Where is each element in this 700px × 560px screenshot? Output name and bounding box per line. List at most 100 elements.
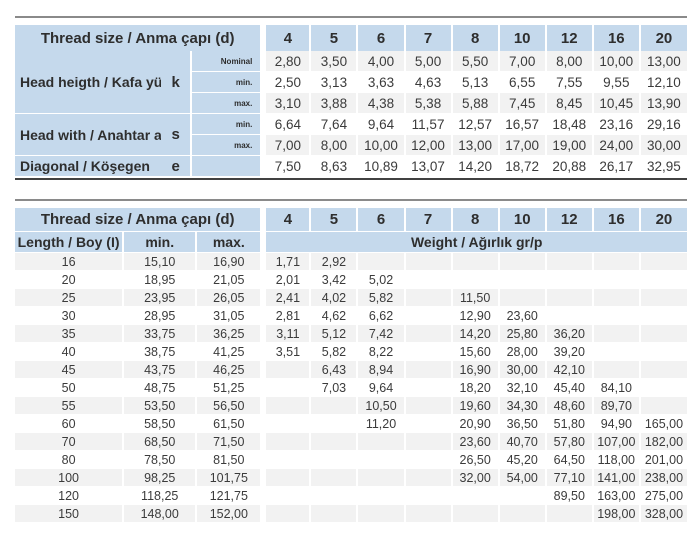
length-value: 100 [15,468,124,487]
thread-size-col-10: 10 [497,208,546,232]
dimension-value: 20,88 [544,155,593,177]
dimension-value: 10,00 [356,134,405,156]
dimension-value: 5,13 [450,71,499,93]
length-value: 55 [15,396,124,415]
thread-size-col-6: 6 [356,208,405,232]
dimension-value: 14,20 [450,155,499,177]
weight-value: 198,00 [591,504,640,523]
weight-value: 182,00 [638,432,687,451]
dimension-row: Diagonal / Köşegen e 7,50 8,63 10,89 13,07 14,… [15,155,687,177]
weight-value [591,360,640,379]
dimension-value: 7,45 [497,92,546,114]
length-row: 55 53,50 56,50 10,50 19,60 34,30 48,60 89,70 [15,396,687,415]
length-row: 45 43,75 46,25 6,43 8,94 16,90 30,00 42,10 [15,360,687,379]
weight-value: 39,20 [544,342,593,361]
weight-value [403,396,452,415]
weight-value: 328,00 [638,504,687,523]
weight-value [403,360,452,379]
weight-value: 48,60 [544,396,593,415]
length-max-value: 71,50 [195,432,264,451]
weight-value: 89,50 [544,486,593,505]
weight-value: 11,20 [356,414,405,433]
weight-value [309,504,358,523]
weight-value [260,468,311,487]
weight-value: 5,12 [309,324,358,343]
weight-value [403,414,452,433]
weight-value [403,342,452,361]
weight-value [260,432,311,451]
weight-value: 54,00 [497,468,546,487]
weight-value: 11,50 [450,288,499,307]
table1-thread-size-header: Thread size / Anma çapı (d) [15,25,264,51]
weight-value: 141,00 [591,468,640,487]
length-max-value: 31,05 [195,306,264,325]
weight-value: 84,10 [591,378,640,397]
length-row: 35 33,75 36,25 3,11 5,12 7,42 14,20 25,80 36,20 [15,324,687,343]
thread-size-col-10: 10 [497,25,546,51]
thread-size-col-7: 7 [403,208,452,232]
dimension-sublabel: min. [190,113,264,135]
length-value: 80 [15,450,124,469]
dimension-row: min. 2,50 3,13 3,63 4,63 5,13 6,55 7,55 9,55 12,1… [15,71,687,93]
weight-value: 1,71 [260,252,311,271]
thread-size-col-5: 5 [309,208,358,232]
weight-value: 2,81 [260,306,311,325]
weight-value [638,378,687,397]
weight-value: 2,92 [309,252,358,271]
dimension-value: 8,63 [309,155,358,177]
weight-value: 30,00 [497,360,546,379]
length-min-value: 15,10 [122,252,197,271]
weight-value [260,378,311,397]
weight-value [544,504,593,523]
weight-value: 107,00 [591,432,640,451]
weight-value: 8,94 [356,360,405,379]
dimension-value: 12,10 [638,71,687,93]
weight-value: 32,00 [450,468,499,487]
length-max-value: 16,90 [195,252,264,271]
dimension-value: 8,00 [544,51,593,72]
weight-value [638,252,687,271]
table2-header-row: Thread size / Anma çapı (d) 4 5 6 7 8 10 12 16 2… [15,208,687,232]
dimension-value: 10,00 [591,51,640,72]
dimension-symbol: e [161,155,192,177]
dimension-value: 32,95 [638,155,687,177]
weight-value [356,504,405,523]
weight-value [544,306,593,325]
thread-size-col-5: 5 [309,25,358,51]
length-weight-section: Thread size / Anma çapı (d) 4 5 6 7 8 10 12 16 2… [15,199,687,523]
weight-value: 2,41 [260,288,311,307]
thread-size-col-12: 12 [544,208,593,232]
dimension-row: Head with / Anahtar ağzısmin.6,647,649,6… [15,113,687,156]
weight-value [309,432,358,451]
weight-value [403,468,452,487]
weight-value [309,468,358,487]
length-min-value: 38,75 [122,342,197,361]
dimension-sublabel: min. [190,71,264,93]
length-min-value: 43,75 [122,360,197,379]
length-value: 70 [15,432,124,451]
thread-size-col-8: 8 [450,208,499,232]
weight-value: 36,50 [497,414,546,433]
weight-value [450,504,499,523]
length-min-value: 28,95 [122,306,197,325]
weight-value [638,324,687,343]
weight-value: 36,20 [544,324,593,343]
weight-value [260,360,311,379]
thread-size-col-8: 8 [450,25,499,51]
dimension-value: 2,50 [260,71,311,93]
dimension-value: 19,00 [544,134,593,156]
weight-value: 3,51 [260,342,311,361]
dimension-value: 3,13 [309,71,358,93]
weight-value: 3,11 [260,324,311,343]
weight-value [403,486,452,505]
dimension-value: 23,16 [591,113,640,135]
dimension-value: 11,57 [403,113,452,135]
dimension-sublabel: max. [190,134,264,156]
weight-value: 12,90 [450,306,499,325]
weight-value: 32,10 [497,378,546,397]
length-max-value: 61,50 [195,414,264,433]
length-value: 30 [15,306,124,325]
dimension-value: 3,63 [356,71,405,93]
weight-value [356,468,405,487]
thread-size-col-16: 16 [591,208,640,232]
